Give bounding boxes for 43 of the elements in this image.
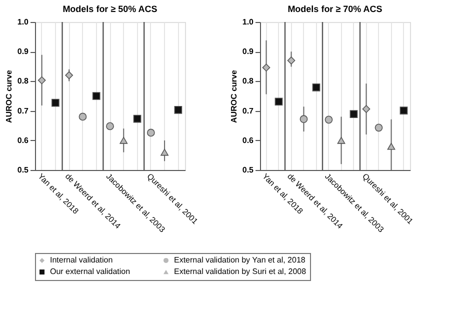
y-tick-label: 0.7 <box>242 106 254 116</box>
y-tick-label: 0.9 <box>17 47 30 56</box>
point <box>324 116 333 124</box>
point <box>262 64 270 72</box>
point <box>78 112 87 121</box>
y-tick-label: 0.8 <box>242 76 254 86</box>
legend-label: Internal validation <box>50 255 113 264</box>
point <box>146 128 155 137</box>
point <box>374 124 383 132</box>
point <box>174 106 182 114</box>
point <box>312 83 320 92</box>
y-tick-label: 1.0 <box>242 18 254 26</box>
point <box>38 76 46 84</box>
point <box>350 110 358 118</box>
point <box>92 92 100 100</box>
point <box>337 136 346 144</box>
y-tick-label: 0.6 <box>242 136 254 145</box>
y-tick-label: 0.6 <box>17 136 30 145</box>
y-tick-label: 0.5 <box>242 166 254 174</box>
y-tick-label: 0.9 <box>242 47 254 56</box>
point <box>120 136 128 144</box>
legend-label: External validation by Suri et al, 2008 <box>174 267 307 276</box>
y-tick-label: 0.5 <box>17 166 30 174</box>
point <box>133 114 142 123</box>
point <box>287 56 296 64</box>
chart-title: Models for ≥ 50% ACS <box>62 4 158 14</box>
point <box>274 98 283 106</box>
y-axis-title: AUROC curve <box>4 70 14 123</box>
y-tick-label: 0.8 <box>17 76 30 86</box>
legend-label: External validation by Yan et al, 2018 <box>174 255 306 264</box>
y-tick-label: 0.7 <box>17 106 30 116</box>
y-axis-title: AUROC curve <box>229 70 238 123</box>
point <box>300 115 308 124</box>
point <box>52 98 60 107</box>
point <box>160 148 168 156</box>
point <box>387 142 396 150</box>
point <box>362 105 370 113</box>
y-tick-label: 1.0 <box>17 18 30 26</box>
point <box>400 106 408 114</box>
point <box>106 122 114 130</box>
legend-label: Our external validation <box>50 267 130 276</box>
chart-title: Models for ≥ 70% ACS <box>288 4 382 14</box>
point <box>65 71 74 80</box>
